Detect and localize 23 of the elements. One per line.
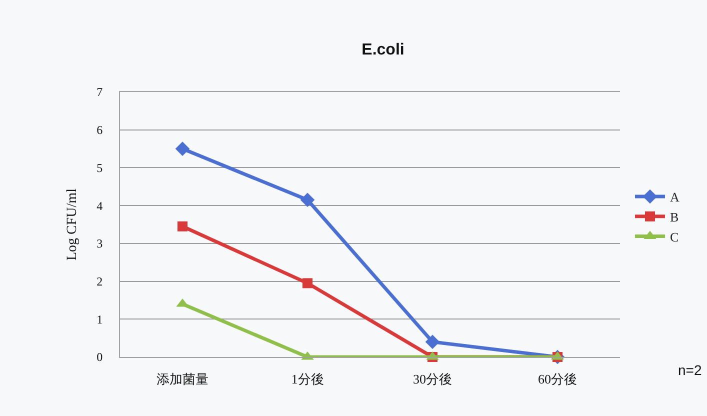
point — [178, 221, 188, 232]
y-tick-label: 0 — [96, 350, 103, 364]
point — [425, 334, 440, 350]
point — [300, 192, 315, 208]
x-tick-label: 60分後 — [538, 372, 577, 387]
y-tick-label: 4 — [96, 198, 103, 213]
y-tick-label: 3 — [96, 236, 103, 251]
x-tick-label: 30分後 — [413, 372, 452, 387]
text: n=2 — [678, 362, 702, 378]
point — [302, 278, 312, 288]
legend-label: A — [670, 190, 680, 205]
legend-label: C — [670, 229, 679, 244]
x-tick-label: 1分後 — [291, 372, 324, 387]
legend-label: B — [670, 209, 679, 224]
y-tick-label: 1 — [96, 312, 103, 326]
y-tick-label: 2 — [96, 274, 103, 288]
y-tick-label: 5 — [96, 160, 103, 175]
y-tick-label: 7 — [96, 85, 103, 100]
y-axis-title: Log CFU/ml — [65, 188, 80, 260]
point — [175, 142, 190, 156]
y-tick-label: 6 — [96, 123, 103, 138]
chart-title: E.coli — [362, 42, 404, 59]
x-tick-label: 添加菌量 — [156, 372, 208, 387]
